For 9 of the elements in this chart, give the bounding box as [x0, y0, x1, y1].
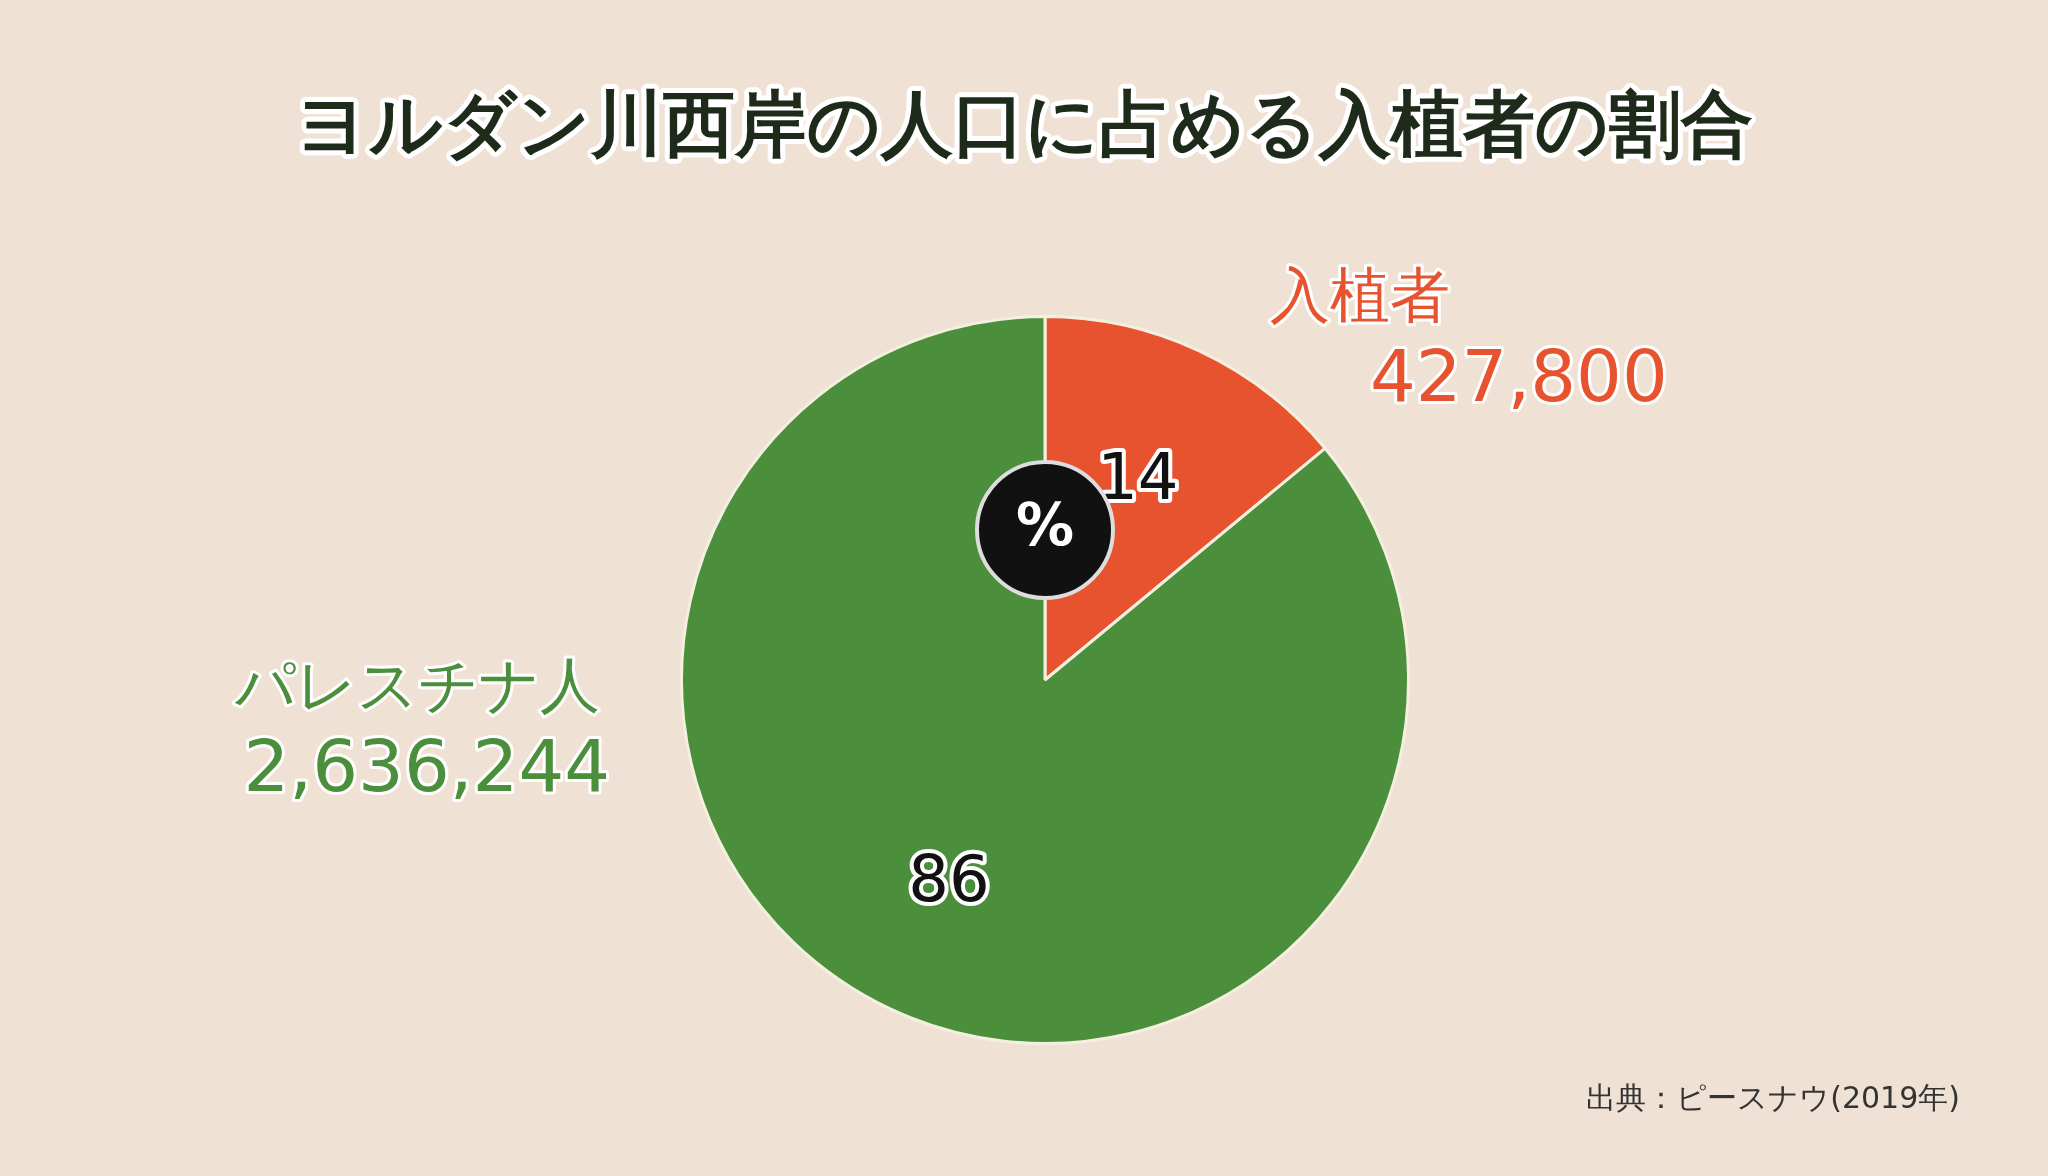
text: % — [1015, 491, 1075, 560]
chart-title: ヨルダン川西岸の人口に占める入植者の割合 — [295, 81, 1753, 166]
slice-label: パレスチナ人 — [234, 649, 600, 720]
text: 2,636,244 — [243, 723, 610, 808]
data-label: 14 — [1097, 440, 1179, 515]
text: 427,800 — [1370, 333, 1668, 418]
slice-label: 入植者 — [1270, 259, 1450, 330]
source-note: 出典：ピースナウ(2019年) — [1586, 1079, 1960, 1115]
data-label: 86 — [908, 841, 990, 916]
